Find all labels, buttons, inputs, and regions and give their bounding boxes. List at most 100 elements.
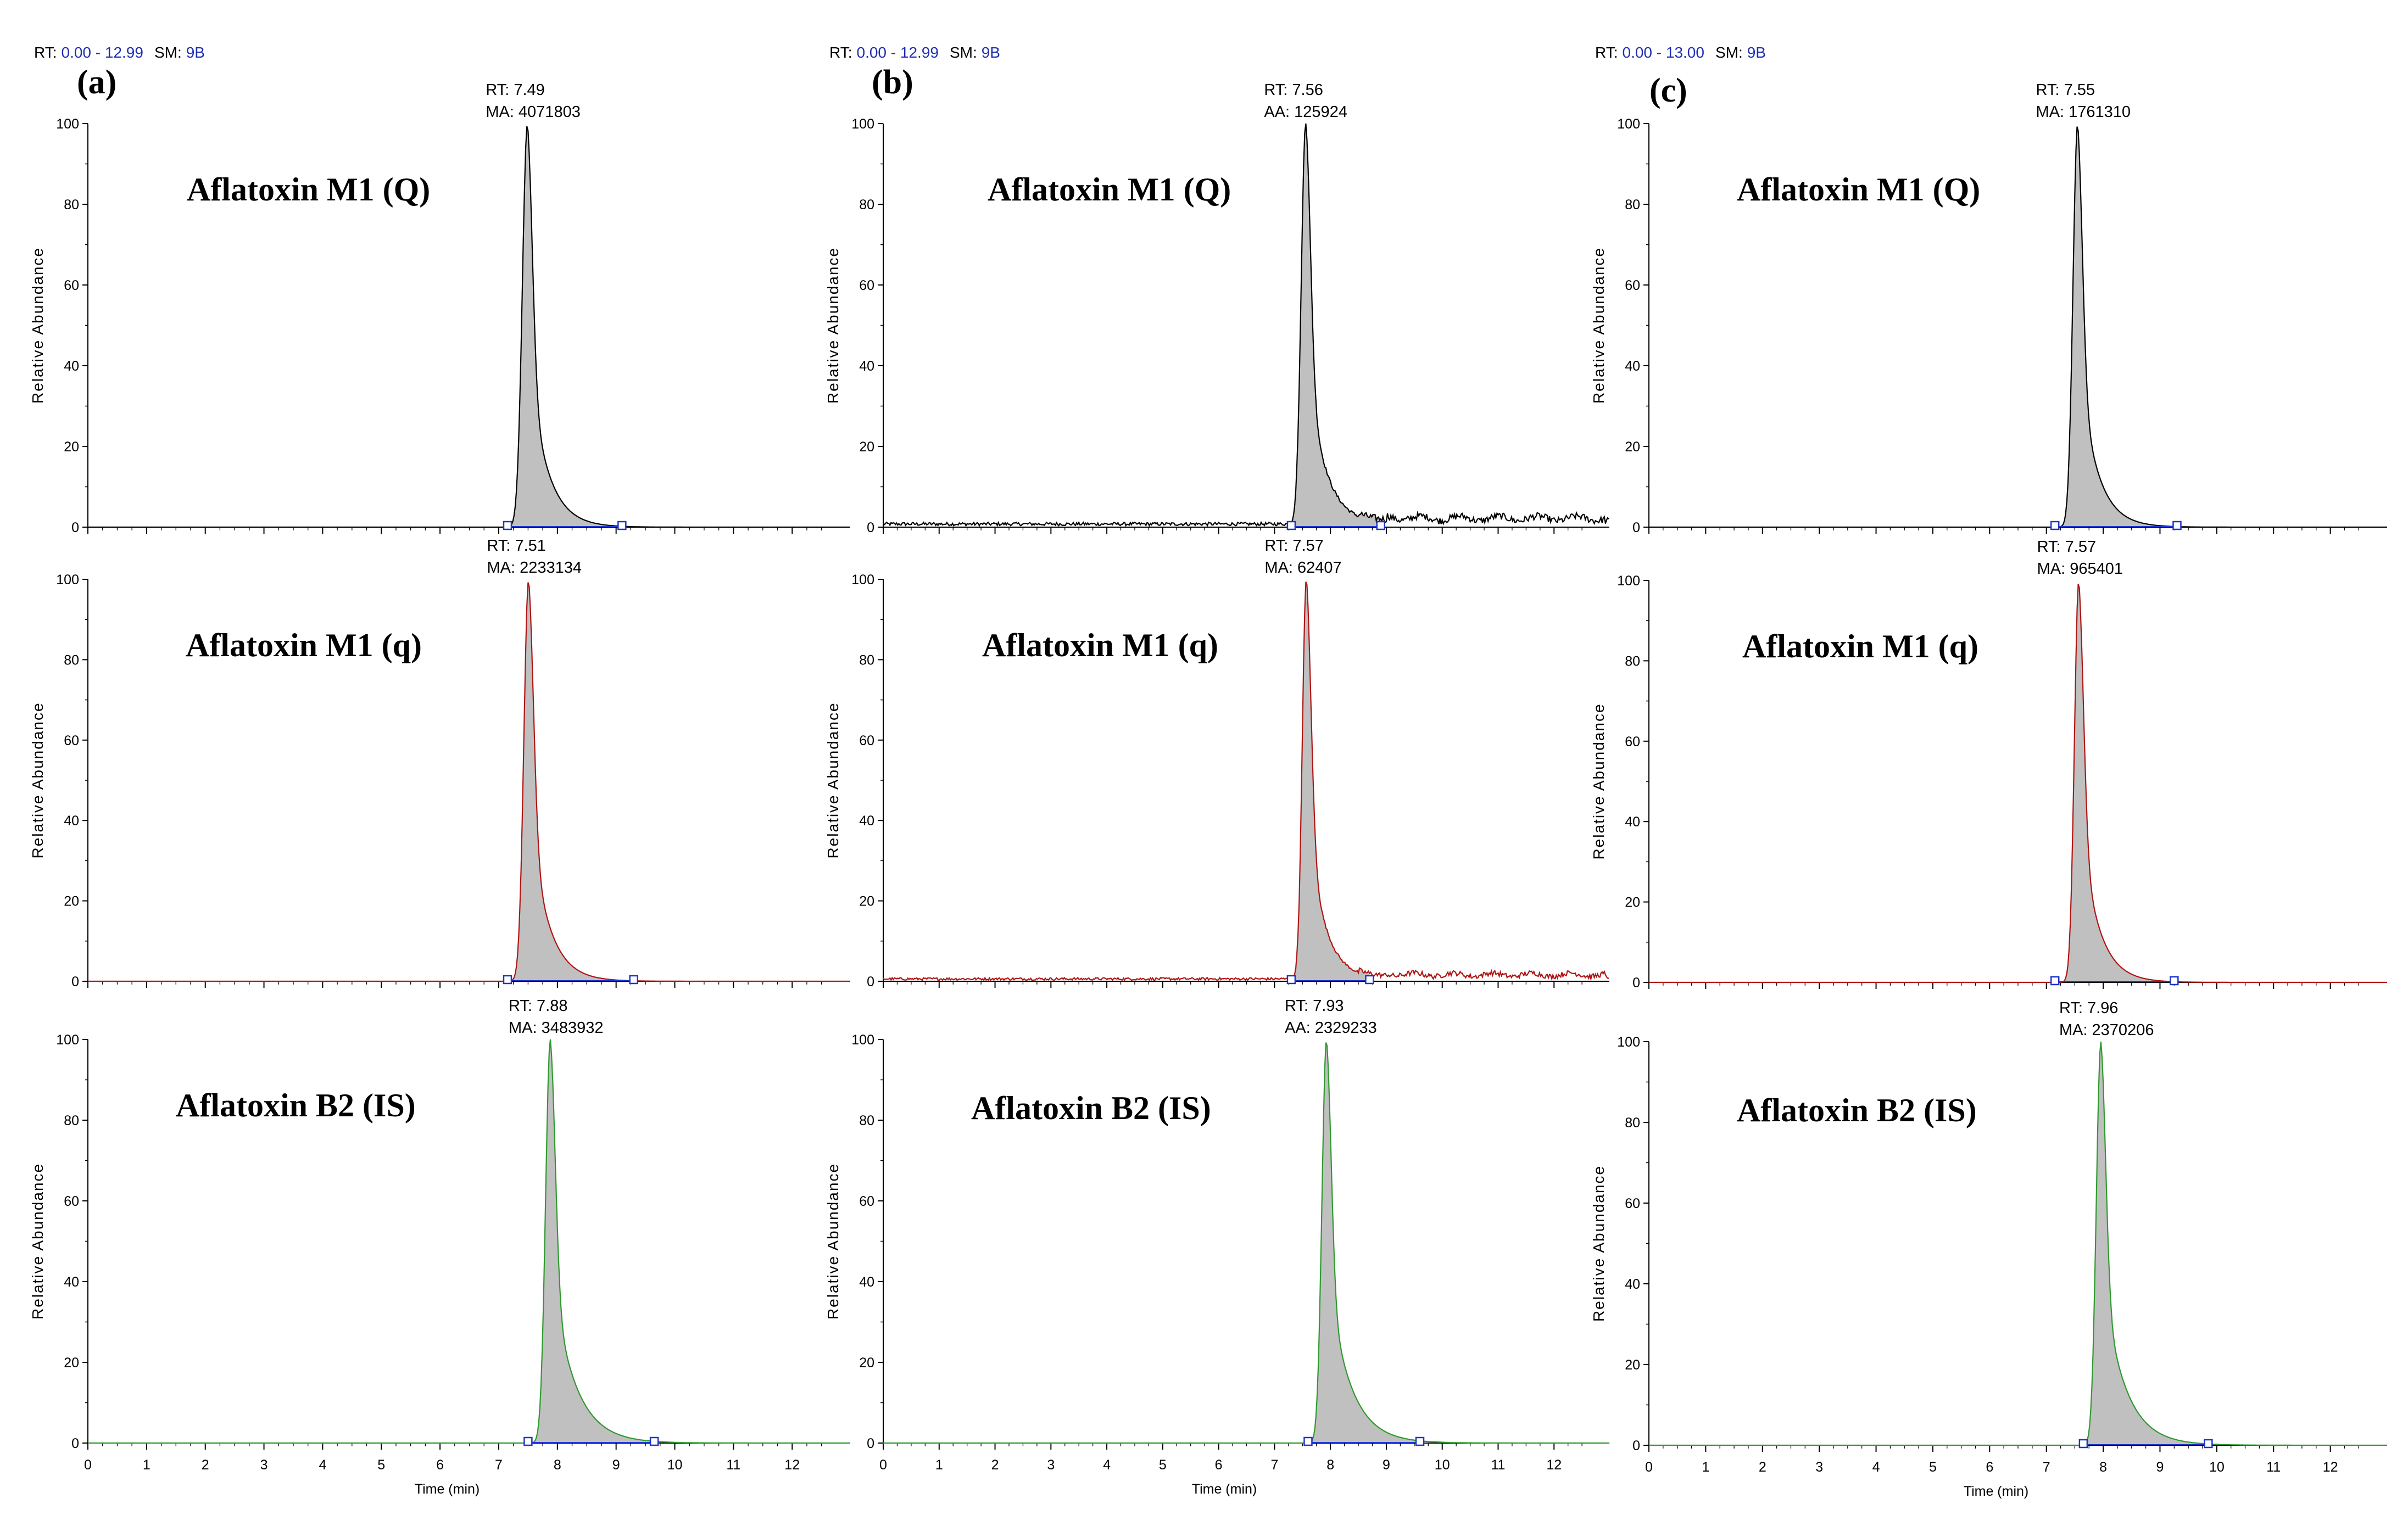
y-tick-label: 40 (64, 359, 79, 374)
peak-rt-label: RT: 7.88 (509, 997, 567, 1015)
y-tick-label: 60 (1625, 1196, 1640, 1211)
compound-name: Aflatoxin M1 (Q) (988, 171, 1231, 208)
compound-name: Aflatoxin B2 (IS) (971, 1090, 1211, 1126)
y-tick-label: 100 (1617, 116, 1640, 132)
chromatogram-trace (88, 1039, 850, 1444)
y-axis-title: Relative Abundance (29, 247, 46, 404)
x-tick-label: 6 (436, 1457, 444, 1473)
y-tick-label: 100 (56, 116, 79, 132)
y-tick-label: 60 (1625, 734, 1640, 750)
y-tick-label: 80 (1625, 197, 1640, 213)
rt-range-value: 0.00 - 12.99 (62, 44, 143, 61)
x-tick-label: 1 (935, 1457, 943, 1473)
baseline-marker (523, 1436, 533, 1446)
sm-value: 9B (982, 44, 1000, 61)
peak-area-label: MA: 3483932 (509, 1019, 604, 1037)
x-tick-label: 2 (202, 1457, 209, 1473)
x-tick-label: 9 (612, 1457, 620, 1473)
compound-name: Aflatoxin B2 (IS) (1737, 1092, 1977, 1128)
y-tick-label: 0 (71, 974, 79, 989)
baseline-marker (1303, 1436, 1313, 1446)
peak-area-label: MA: 4071803 (486, 103, 581, 121)
peak-rt-label: RT: 7.56 (1264, 81, 1323, 99)
x-tick-label: 4 (319, 1457, 326, 1473)
x-tick-label: 9 (1383, 1457, 1390, 1473)
x-tick-label: 8 (2099, 1460, 2107, 1475)
x-tick-label: 7 (495, 1457, 503, 1473)
chromatogram-trace (883, 123, 1609, 527)
column-header-b: RT: 0.00 - 12.99 SM: 9B (b) (829, 44, 1000, 101)
baseline-marker (1286, 521, 1296, 530)
x-tick-label: 7 (2043, 1460, 2050, 1475)
y-axis-title: Relative Abundance (1590, 247, 1607, 404)
y-tick-label: 0 (1632, 975, 1640, 991)
y-axis-title: Relative Abundance (29, 702, 46, 858)
x-tick-label: 5 (377, 1457, 385, 1473)
y-tick-label: 40 (859, 1274, 874, 1290)
y-axis-title: Relative Abundance (1590, 1165, 1607, 1322)
y-tick-label: 80 (859, 197, 874, 213)
y-tick-label: 60 (64, 733, 79, 748)
y-tick-label: 0 (1632, 1438, 1640, 1453)
y-axis-title: Relative Abundance (29, 1163, 46, 1319)
chromatogram-trace (883, 582, 1609, 981)
x-tick-label: 3 (1047, 1457, 1055, 1473)
y-tick-label: 0 (867, 1436, 874, 1451)
y-tick-label: 100 (1617, 573, 1640, 589)
y-tick-label: 40 (859, 359, 874, 374)
y-tick-label: 60 (859, 1194, 874, 1209)
peak-area-fill (2055, 126, 2177, 528)
sm-prefix: SM: (1715, 44, 1743, 61)
y-tick-label: 0 (867, 520, 874, 535)
x-tick-label: 1 (1702, 1460, 1709, 1475)
y-tick-label: 100 (56, 572, 79, 588)
peak-rt-label: RT: 7.51 (487, 537, 545, 555)
y-tick-label: 0 (867, 974, 874, 989)
peak-area-label: MA: 1761310 (2036, 103, 2131, 121)
sm-prefix: SM: (154, 44, 182, 61)
y-tick-label: 80 (1625, 1115, 1640, 1131)
y-tick-label: 20 (859, 894, 874, 909)
peak-area-fill (508, 126, 622, 527)
x-tick-label: 2 (1759, 1460, 1766, 1475)
compound-name: Aflatoxin M1 (q) (186, 627, 422, 663)
peak-area-fill (2055, 584, 2175, 982)
y-tick-label: 40 (64, 813, 79, 829)
x-tick-label: 12 (1546, 1457, 1562, 1473)
peak-area-label: MA: 2233134 (487, 559, 582, 577)
x-tick-label: 3 (260, 1457, 268, 1473)
x-tick-label: 12 (2323, 1460, 2338, 1475)
x-tick-label: 5 (1929, 1460, 1937, 1475)
baseline-marker (2170, 976, 2179, 986)
y-axis-title: Relative Abundance (824, 1163, 841, 1319)
y-tick-label: 40 (1625, 359, 1640, 374)
y-axis-title: Relative Abundance (824, 702, 841, 858)
y-tick-label: 0 (1632, 520, 1640, 535)
y-axis-title: Relative Abundance (1590, 703, 1607, 859)
x-tick-label: 4 (1872, 1460, 1880, 1475)
x-tick-label: 10 (2209, 1460, 2225, 1475)
rt-range-value: 0.00 - 13.00 (1623, 44, 1704, 61)
x-tick-label: 6 (1215, 1457, 1223, 1473)
y-tick-label: 60 (859, 278, 874, 293)
x-axis-title: Time (min) (1964, 1484, 2029, 1499)
x-tick-label: 0 (879, 1457, 887, 1473)
peak-rt-label: RT: 7.93 (1285, 997, 1344, 1015)
y-tick-label: 0 (71, 520, 79, 535)
x-axis-title: Time (min) (415, 1481, 480, 1497)
peak-area-label: AA: 2329233 (1285, 1019, 1377, 1037)
rt-range-header: RT: 0.00 - 12.99 SM: 9B (34, 44, 205, 61)
peak-area-fill (508, 582, 634, 981)
y-tick-label: 20 (1625, 1357, 1640, 1373)
peak-area-fill (528, 1039, 655, 1443)
baseline-marker (1415, 1436, 1425, 1446)
baseline-marker (2204, 1439, 2213, 1449)
compound-name: Aflatoxin M1 (Q) (1737, 171, 1980, 208)
x-tick-label: 4 (1103, 1457, 1111, 1473)
x-tick-label: 8 (554, 1457, 561, 1473)
baseline-marker (2050, 521, 2060, 530)
peak-rt-label: RT: 7.57 (1264, 537, 1323, 555)
